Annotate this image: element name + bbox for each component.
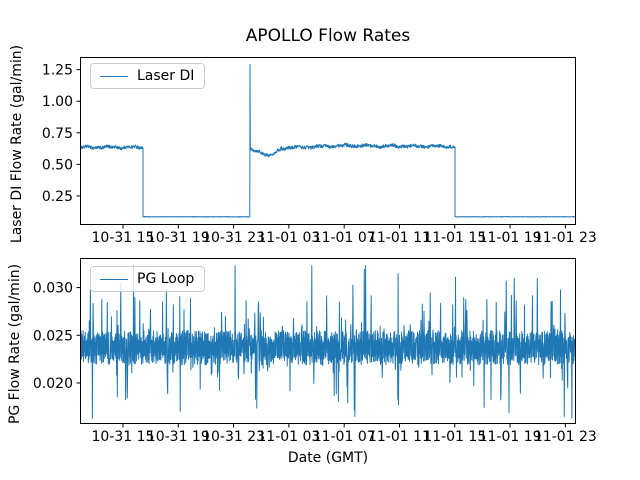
y-tick-label: 0.75 (42, 126, 73, 142)
x-axis-label: Date (GMT) (287, 450, 369, 466)
y-tick-label: 0.50 (42, 157, 73, 173)
axes-spines (80, 258, 576, 424)
x-tick-label: 11-01 11 (368, 429, 431, 445)
x-tick-label: 10-31 19 (147, 429, 210, 445)
x-tick-label: 10-31 19 (147, 230, 210, 246)
x-tick-label: 11-01 19 (479, 429, 542, 445)
y-tick-label: 0.025 (33, 328, 73, 344)
x-tick-label: 11-01 19 (479, 230, 542, 246)
chart-title: APOLLO Flow Rates (245, 26, 411, 46)
x-tick-label: 11-01 15 (423, 230, 486, 246)
x-tick-label: 10-31 23 (202, 230, 265, 246)
legend-line-sample-icon (100, 75, 128, 77)
legend-line-sample-icon (100, 278, 128, 280)
y-tick-label: 1.00 (42, 94, 73, 110)
y-tick-label: 0.020 (33, 376, 73, 392)
x-tick-label: 11-01 23 (534, 429, 597, 445)
series-line-pg_loop (80, 265, 576, 419)
x-tick-label: 11-01 23 (534, 230, 597, 246)
x-tick-label: 11-01 11 (368, 230, 431, 246)
x-tick-label: 11-01 03 (257, 429, 320, 445)
x-tick-label: 10-31 15 (92, 429, 155, 445)
legend-label: PG Loop (137, 271, 195, 287)
x-tick-label: 11-01 07 (313, 230, 376, 246)
x-tick-label: 11-01 15 (423, 429, 486, 445)
x-tick-label: 11-01 07 (313, 429, 376, 445)
x-tick-label: 10-31 23 (202, 429, 265, 445)
x-tick-label: 11-01 03 (257, 230, 320, 246)
axes-spines (80, 57, 576, 225)
y-tick-label: 0.25 (42, 189, 73, 205)
legend-laser-di: Laser DI (90, 63, 206, 89)
y-tick-label: 1.25 (42, 63, 73, 79)
legend-pg-loop: PG Loop (90, 266, 206, 292)
legend-label: Laser DI (137, 68, 195, 84)
bottom-y-axis-label: PG Flow Rate (gal/min) (7, 263, 23, 425)
x-tick-label: 10-31 15 (92, 230, 155, 246)
top-y-axis-label: Laser DI Flow Rate (gal/min) (9, 44, 25, 244)
series-line-laser_di (80, 64, 576, 218)
y-tick-label: 0.030 (33, 281, 73, 297)
